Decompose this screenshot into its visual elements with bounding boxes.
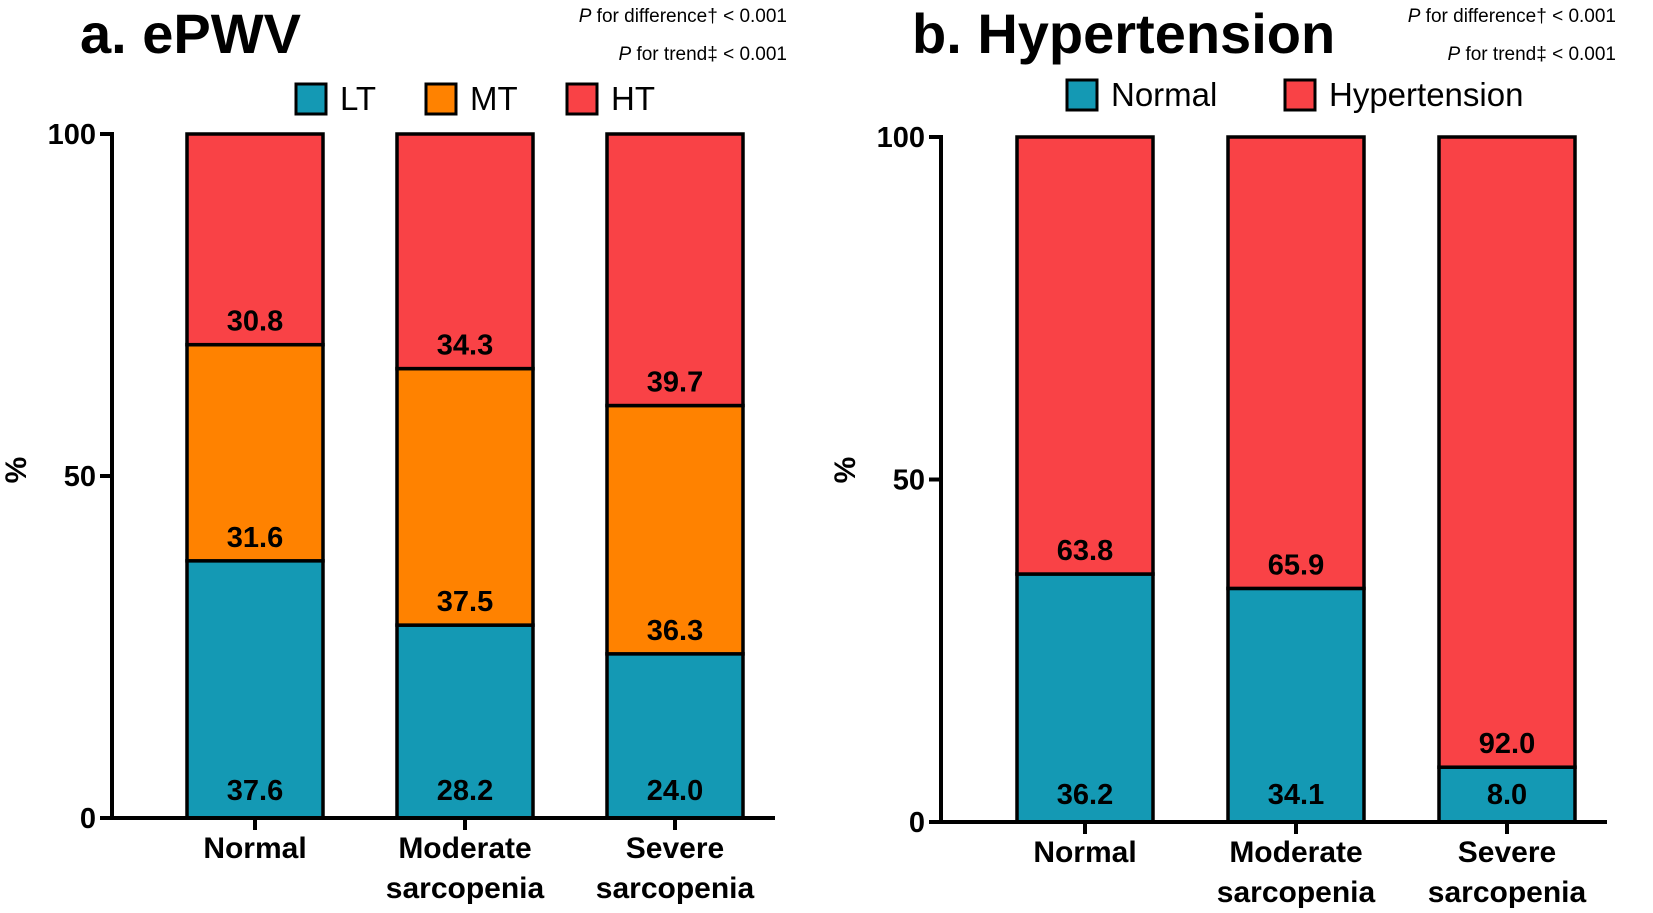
p-note-text: for difference† < 0.001 <box>591 6 787 27</box>
p-value-note: P for difference† < 0.001 <box>579 6 787 27</box>
data-label: 31.6 <box>227 522 283 554</box>
legend-item-lt: LT <box>294 80 376 117</box>
x-tick-label: sarcopenia <box>1217 876 1376 909</box>
chart-title: b. Hypertension <box>912 2 1335 65</box>
bar-ht <box>605 132 745 408</box>
p-symbol: P <box>1408 6 1421 27</box>
bar-ht <box>185 132 325 347</box>
x-tick-label: Severe <box>1458 836 1556 869</box>
data-label: 37.6 <box>227 775 283 807</box>
legend-label: LT <box>340 80 376 117</box>
y-tick-label: 100 <box>877 122 925 154</box>
bar-lt <box>395 623 535 820</box>
p-note-text: for trend‡ < 0.001 <box>1460 44 1616 65</box>
legend-swatch <box>1283 78 1317 112</box>
y-tick-label: 0 <box>909 807 925 839</box>
data-label: 36.3 <box>647 615 703 647</box>
bar-mt <box>185 342 325 563</box>
bar-mt <box>395 366 535 627</box>
p-symbol: P <box>579 6 592 27</box>
legend-item-normal: Normal <box>1065 76 1217 113</box>
p-symbol: P <box>1448 44 1461 65</box>
y-tick-label: 50 <box>893 465 925 497</box>
bar-normal <box>1226 586 1366 824</box>
data-label: 36.2 <box>1057 779 1113 811</box>
legend-item-ht: HT <box>565 80 655 117</box>
p-value-note: P for trend‡ < 0.001 <box>1448 44 1617 65</box>
data-label: 34.1 <box>1268 779 1324 811</box>
x-tick-label: Severe <box>626 832 724 865</box>
x-tick-label: sarcopenia <box>1428 876 1587 909</box>
data-label: 63.8 <box>1057 535 1113 567</box>
legend-label: HT <box>611 80 655 117</box>
y-tick-label: 50 <box>64 461 96 493</box>
legend-label: Hypertension <box>1329 76 1523 113</box>
y-axis-label: % <box>829 457 862 484</box>
bar-ht <box>395 132 535 371</box>
y-tick-label: 0 <box>80 803 96 835</box>
x-tick-label: sarcopenia <box>596 872 755 905</box>
bar-stack-3: 24.0 36.3 39.7 <box>605 132 745 820</box>
x-tick-label: Normal <box>1033 836 1136 869</box>
data-label: 39.7 <box>647 367 703 399</box>
bar-stack-1: 36.2 63.8 <box>1015 135 1155 824</box>
data-label: 65.9 <box>1268 549 1324 581</box>
bar-hypertension <box>1226 135 1366 591</box>
y-axis-label: % <box>0 457 33 484</box>
x-tick-label: sarcopenia <box>386 872 545 905</box>
bar-mt <box>605 403 745 656</box>
p-note-text: for difference† < 0.001 <box>1420 6 1616 27</box>
bar-hypertension <box>1015 135 1155 576</box>
p-note-text: for trend‡ < 0.001 <box>631 44 787 65</box>
data-label: 37.5 <box>437 586 493 618</box>
legend-label: Normal <box>1111 76 1217 113</box>
x-tick-label: Moderate <box>398 832 531 865</box>
data-label: 8.0 <box>1487 779 1527 811</box>
bar-stack-2: 34.1 65.9 <box>1226 135 1366 824</box>
data-label: 34.3 <box>437 330 493 362</box>
x-tick-label: Normal <box>203 832 306 865</box>
data-label: 92.0 <box>1479 728 1535 760</box>
legend-label: MT <box>470 80 518 117</box>
y-tick-label: 100 <box>48 119 96 151</box>
data-label: 24.0 <box>647 775 703 807</box>
bar-stack-3: 8.0 92.0 <box>1437 135 1577 824</box>
x-tick-label: Moderate <box>1229 836 1362 869</box>
legend-swatch <box>565 82 599 116</box>
p-value-note: P for trend‡ < 0.001 <box>619 44 788 65</box>
bar-lt <box>185 559 325 820</box>
legend-swatch <box>1065 78 1099 112</box>
legend-item-mt: MT <box>424 80 518 117</box>
data-label: 28.2 <box>437 775 493 807</box>
bar-stack-2: 28.2 37.5 34.3 <box>395 132 535 820</box>
legend-item-hypertension: Hypertension <box>1283 76 1523 113</box>
legend-swatch <box>294 82 328 116</box>
chart-panel-2: b. Hypertension P for difference† < 0.001… <box>829 2 1616 909</box>
data-label: 30.8 <box>227 306 283 338</box>
chart-title: a. ePWV <box>80 2 301 65</box>
legend-swatch <box>424 82 458 116</box>
p-symbol: P <box>619 44 632 65</box>
bar-stack-1: 37.6 31.6 30.8 <box>185 132 325 820</box>
bar-hypertension <box>1437 135 1577 769</box>
p-value-note: P for difference† < 0.001 <box>1408 6 1616 27</box>
